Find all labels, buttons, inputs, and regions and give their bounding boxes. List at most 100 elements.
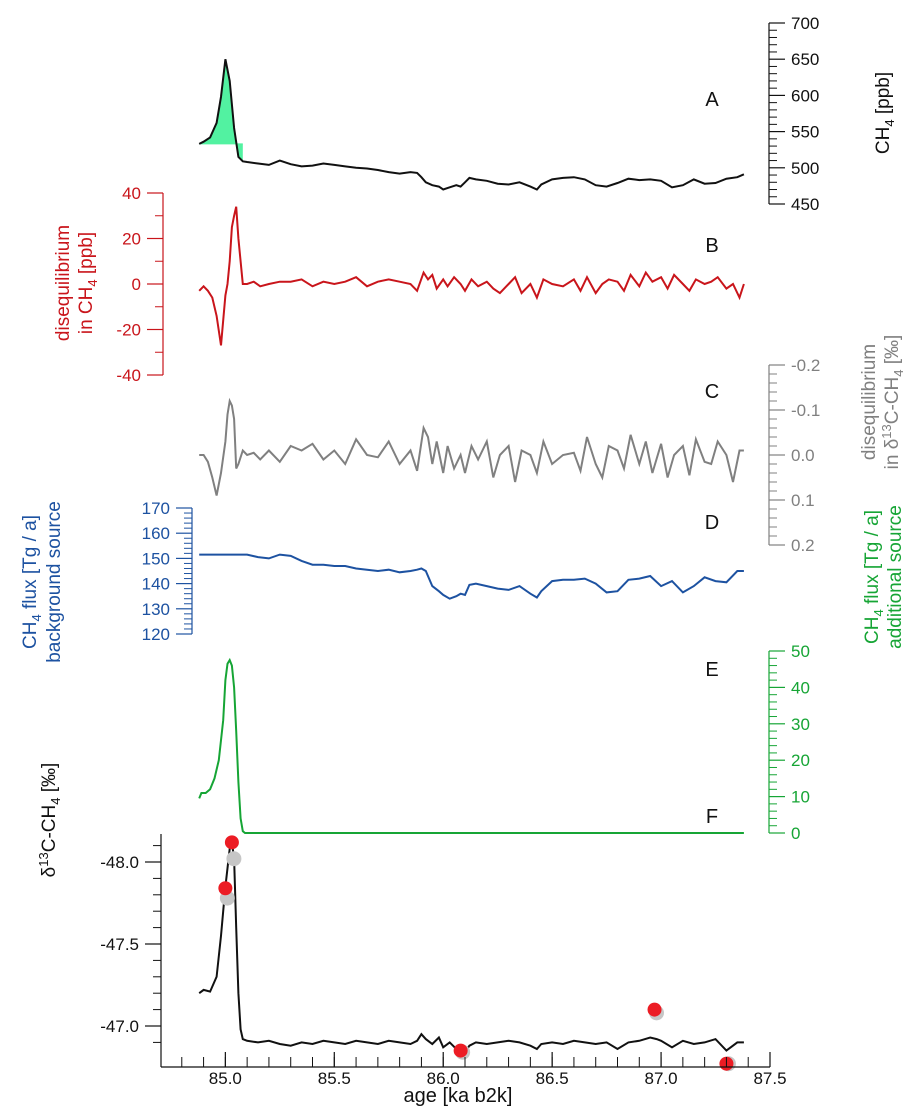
a-y-axis-tick-label: 550: [791, 123, 819, 142]
c-axis-title-line2-mid: C-CH: [882, 377, 903, 425]
x-axis-title: age [ka b2k]: [404, 1085, 513, 1107]
f-y-tick-label: -47.5: [100, 935, 139, 954]
f-model-point: [226, 851, 242, 867]
b-axis-title-line2-sub: 4: [85, 279, 100, 286]
d-axis-title-line1: CH4 flux [Tg / a]: [20, 515, 44, 649]
c-y-axis: -0.2 -0.1 0.0 0.1 0.2: [768, 356, 820, 555]
e-axis-title-line1-tail: flux [Tg / a]: [862, 510, 883, 609]
e-axis-title-line1-main: CH: [862, 617, 883, 644]
b-axis-title-line1: disequilibrium: [53, 225, 74, 341]
c-y-axis-tick-label: 0.1: [791, 491, 815, 510]
d-axis-title-line1-tail: flux [Tg / a]: [20, 515, 41, 614]
d-y-axis: 170 160 150 140 130 120: [142, 499, 193, 644]
c-y-axis-tick-label: 0.2: [791, 536, 815, 555]
d-axis-title-line1-main: CH: [20, 622, 41, 649]
d-y-axis-tick-label: 130: [142, 600, 170, 619]
f-axis-title-sub: 4: [48, 798, 63, 805]
f-measured-point: [453, 1043, 468, 1058]
d-axis-title-line2: background source: [44, 501, 65, 663]
axes-layer: 45050055060065070040200-20-40-0.2-0.10.0…: [100, 14, 820, 1088]
d-y-axis-tick-label: 120: [142, 625, 170, 644]
d-y-axis-tick-label: 140: [142, 575, 170, 594]
d-axis-title: CH4 flux [Tg / a] background source: [20, 501, 65, 663]
d-axis-title-line1-sub: 4: [29, 614, 44, 621]
x-tick-label: 85.0: [209, 1069, 242, 1088]
f-measured-point: [647, 1002, 662, 1017]
x-tick-label: 86.5: [536, 1069, 569, 1088]
a-pulse-fill: [199, 59, 243, 162]
d-flux-line: [199, 553, 744, 600]
panel-label-d: D: [705, 512, 719, 534]
b-axis-title-line2-tail: [ppb]: [76, 232, 97, 280]
c-y-axis-tick-label: -0.1: [791, 401, 820, 420]
b-y-axis-tick-label: -20: [116, 321, 141, 340]
d-y-axis-tick-label: 150: [142, 549, 170, 568]
panel-label-b: B: [705, 235, 718, 257]
e-axis-title: CH4 flux [Tg / a] additional source: [862, 505, 906, 649]
b-y-axis-tick-label: 20: [122, 230, 141, 249]
e-axis-title-line1-sub: 4: [871, 609, 886, 616]
x-axis: 85.0 85.5 86.0 86.5 87.0 87.5: [161, 1052, 787, 1088]
e-axis-title-line2: additional source: [885, 505, 906, 649]
b-diseq-line: [198, 206, 745, 346]
b-axis-title-line2: in CH4 [ppb]: [76, 232, 100, 334]
b-y-axis: 40 20 0 -20 -40: [116, 184, 164, 385]
f-measured-point: [224, 835, 239, 850]
e-y-axis-tick-label: 0: [791, 824, 800, 843]
c-axis-title-line1: disequilibrium: [859, 344, 880, 460]
c-diseq-line: [199, 397, 744, 496]
panel-label-c: C: [705, 381, 719, 403]
x-tick-label: 87.5: [753, 1069, 786, 1088]
d-y-axis-tick-label: 170: [142, 499, 170, 518]
a-y-axis: 450 500 550 600 650 700: [768, 14, 819, 214]
e-flux-line: [198, 657, 744, 834]
x-tick-label: 87.0: [645, 1069, 678, 1088]
c-axis-title-line2-sup: 13: [879, 424, 894, 438]
c-axis-title: disequilibrium in δ13C-CH4 [‰]: [859, 335, 906, 470]
a-y-axis-tick-label: 450: [791, 195, 819, 214]
e-axis-title-line1: CH4 flux [Tg / a]: [862, 510, 886, 644]
f-y-axis: -48.0 -47.5 -47.0: [100, 834, 162, 1067]
a-y-axis-tick-label: 700: [791, 14, 819, 33]
f-axis-title: δ13C-CH4 [‰]: [36, 763, 63, 878]
x-tick-label: 85.5: [318, 1069, 351, 1088]
panel-label-f: F: [706, 806, 718, 828]
panel-label-e: E: [705, 659, 718, 681]
f-d13c-line: [198, 841, 744, 1054]
b-y-axis-tick-label: 40: [122, 184, 141, 203]
a-y-axis-tick-label: 650: [791, 50, 819, 69]
a-axis-title-main: CH: [873, 127, 894, 154]
f-measured-point: [218, 881, 233, 896]
e-y-axis-tick-label: 10: [791, 788, 810, 807]
c-y-axis-tick-label: -0.2: [791, 356, 820, 375]
c-y-axis-tick-label: 0.0: [791, 446, 815, 465]
c-axis-title-line2-sub: 4: [891, 369, 906, 376]
f-axis-title-sup: 13: [36, 852, 51, 866]
f-axis-title-tail: [‰]: [39, 763, 60, 798]
f-y-tick-label: -48.0: [100, 853, 139, 872]
f-y-tick-label: -47.0: [100, 1017, 139, 1036]
a-axis-title-sub: 4: [882, 119, 897, 126]
f-axis-title-pre: δ: [39, 867, 60, 878]
e-y-axis-tick-label: 20: [791, 751, 810, 770]
panel-label-a: A: [705, 89, 719, 111]
d-y-axis-tick-label: 160: [142, 524, 170, 543]
b-y-axis-tick-label: -40: [116, 366, 141, 385]
b-axis-title: disequilibrium in CH4 [ppb]: [53, 225, 100, 341]
a-y-axis-tick-label: 500: [791, 159, 819, 178]
a-axis-title-tail: [ppb]: [873, 72, 894, 120]
e-y-axis-tick-label: 30: [791, 715, 810, 734]
c-axis-title-line2-tail: [‰]: [882, 335, 903, 370]
a-axis-title: CH4 [ppb]: [873, 72, 897, 154]
c-axis-title-line2: in δ13C-CH4 [‰]: [879, 335, 906, 470]
e-y-axis-tick-label: 50: [791, 642, 810, 661]
x-tick-label: 86.0: [427, 1069, 460, 1088]
plot-layer: [198, 59, 745, 1072]
e-y-axis-tick-label: 40: [791, 678, 810, 697]
a-y-axis-tick-label: 600: [791, 86, 819, 105]
e-y-axis: 50 40 30 20 10 0: [768, 642, 810, 843]
b-y-axis-tick-label: 0: [132, 275, 141, 294]
a-ch4-line: [198, 59, 745, 191]
b-axis-title-line2-main: in CH: [76, 287, 97, 335]
